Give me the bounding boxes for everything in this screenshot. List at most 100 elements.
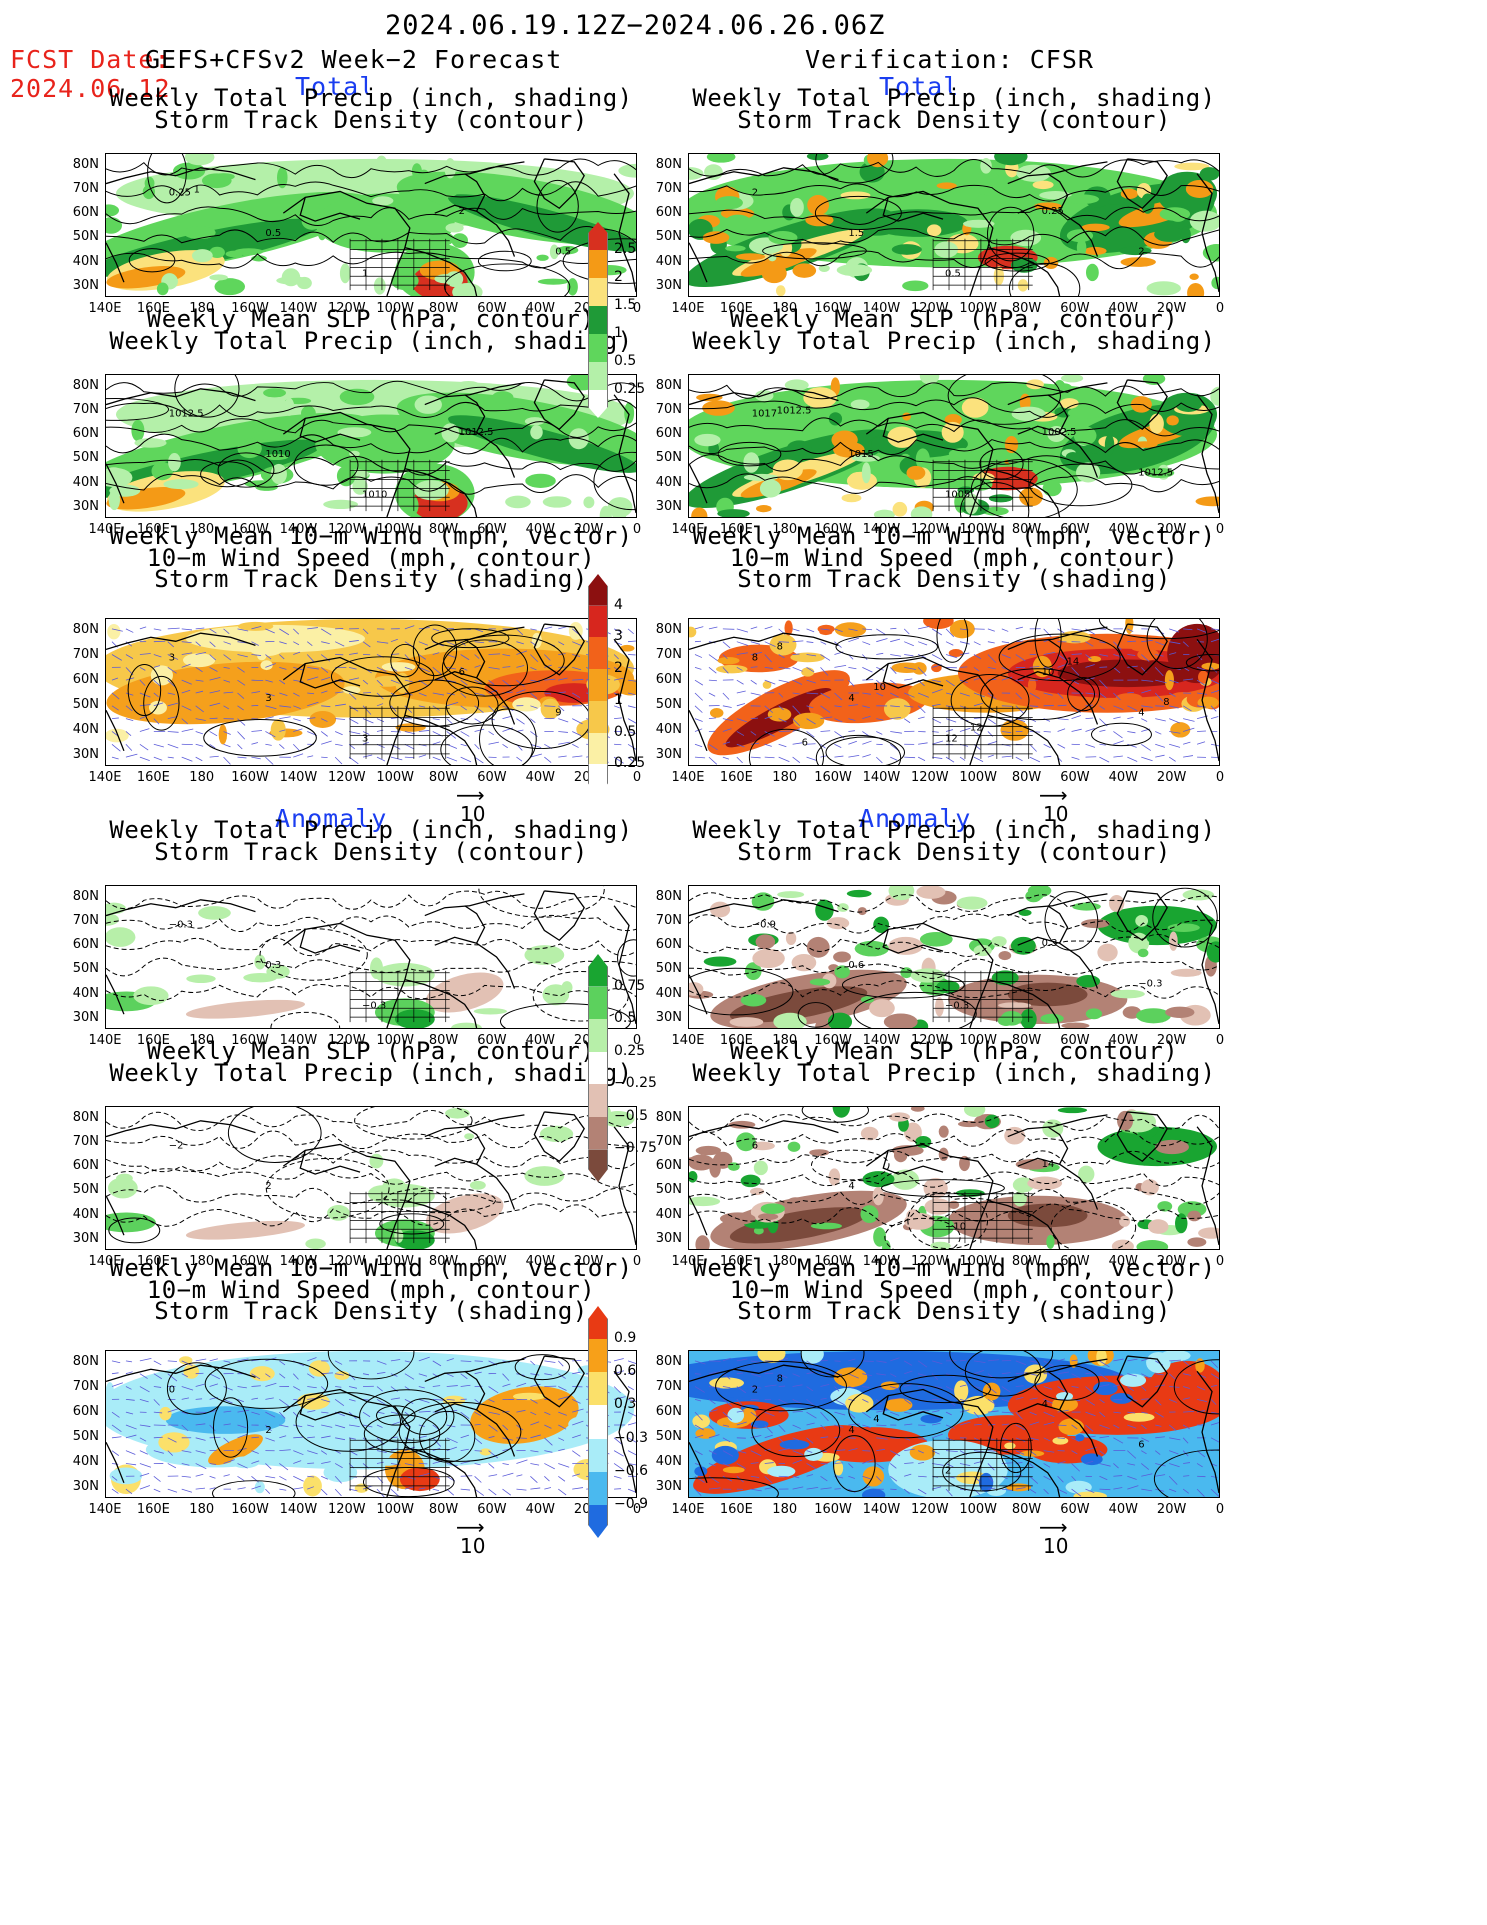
shading-blob [254,1481,265,1494]
shading-blob [237,438,262,459]
wind-vector [502,1424,509,1431]
contour-label: 0.3 [265,960,281,971]
wind-vector [334,1488,342,1497]
wind-vector [722,718,734,722]
wind-vector [237,654,248,658]
shading-blob [793,712,825,730]
wind-vector [167,679,176,687]
wind-vector [307,701,319,707]
shading-blob [185,624,366,653]
wind-vector [820,705,831,713]
shading-blob [1057,1107,1088,1114]
wind-vector [1099,641,1106,644]
shading-blob [1054,406,1073,418]
wind-vector [293,728,303,732]
lat-tick-label: 40N [72,253,99,269]
contour-label: 8 [1163,697,1169,708]
wind-vector [792,1398,803,1405]
wind-vector [876,731,883,735]
wind-vector [1183,1397,1190,1400]
wind-vector [1113,705,1124,711]
wind-vector [820,1359,828,1362]
wind-vector [321,690,328,694]
shading-blob [1042,480,1062,497]
wind-vector [195,1487,206,1490]
wind-vector [181,756,193,762]
contour-line [689,1113,1219,1133]
contour-line [848,1383,964,1439]
wind-vector [613,705,621,709]
shading-blob [791,954,817,972]
shading-blob [1142,375,1166,386]
wind-vector [516,665,525,668]
shading-blob [594,213,610,223]
lon-tick-label: 140E [671,1502,705,1517]
wind-vector [237,1475,245,1482]
wind-vector [1099,1488,1111,1491]
contour-line [899,1374,991,1404]
wind-vector [1196,1386,1206,1391]
wind-vector [460,1384,471,1387]
wind-vector [223,1437,230,1443]
lon-tick-label: 60W [477,301,507,316]
contour-line [327,1351,415,1380]
wind-vector [1196,1373,1206,1378]
shading-blob [250,431,287,440]
vector-reference-arrow: ⟶ [456,1515,485,1539]
panel-title-line: Storm Track Density (shading) [154,1297,588,1325]
wind-vector [516,641,524,645]
contour-line [443,634,565,687]
shading-blob [818,264,830,272]
colorbar-label: 0.6 [614,1363,637,1380]
wind-vector [474,1423,481,1426]
lon-tick-label: 80W [1011,301,1042,316]
contour-line [390,643,421,678]
wind-vector [613,1386,621,1394]
wind-vector [722,1437,731,1443]
wind-vector [708,692,716,697]
contour-line [211,1480,296,1497]
wind-vector [237,1409,250,1413]
wind-vector [376,1371,386,1375]
shading-blob [212,173,235,181]
shading-blob [689,1157,708,1165]
coastline [424,1358,525,1383]
lon-tick-label: 40W [1108,301,1138,316]
coastline [106,463,125,504]
shading-blob [1027,677,1037,693]
wind-vector [987,1410,999,1413]
lat-tick-label: 70N [72,181,99,197]
wind-vector [1071,653,1082,655]
contour-label: 2 [752,1384,758,1395]
lat-tick-label: 40N [655,985,682,1001]
shading-blob [736,1132,756,1152]
wind-vector [390,1397,400,1400]
wind-vector [1071,1488,1082,1497]
shading-blob [1073,1491,1107,1497]
shading-blob [1004,436,1019,454]
contour-line [478,886,605,918]
wind-vector [848,740,857,745]
wind-vector [1169,743,1181,748]
wind-vector [1001,1398,1010,1402]
wind-vector [265,1437,275,1442]
wind-vector [237,679,246,686]
wind-vector [376,679,383,686]
shading-blob [1154,226,1185,242]
lon-tick-label: 180 [189,1254,215,1269]
wind-vector [890,1475,898,1482]
lon-tick-label: 160W [231,301,269,316]
wind-vector [139,1373,148,1379]
fcst-date-label: FCST Date: [10,45,171,74]
wind-vector [862,754,871,758]
map-panel-v-wind: 8 4 12 10 4 8 10 12 14 8 6 [688,618,1220,766]
coastline [689,899,839,917]
wind-vector [806,1474,814,1477]
wind-vector [167,1360,177,1362]
wind-vector [1015,1372,1028,1375]
wind-vector [1141,1463,1150,1470]
shading-blob [749,1141,775,1151]
wind-vector [195,690,204,694]
wind-vector [418,666,430,673]
